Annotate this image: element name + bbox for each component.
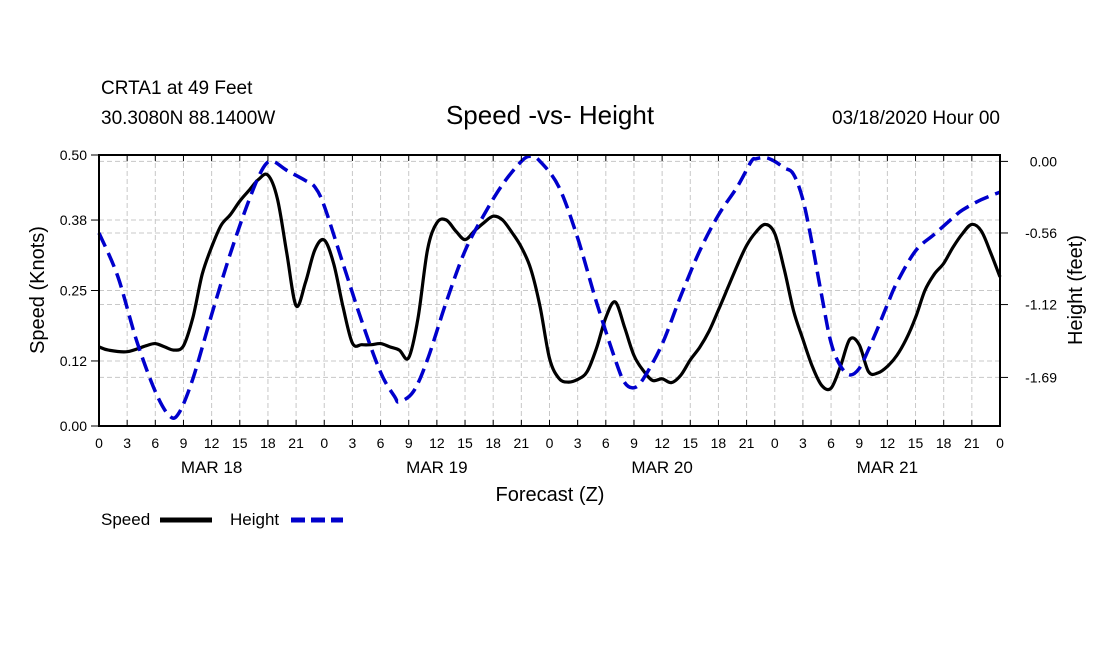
day-label: MAR 21 [857, 458, 918, 477]
x-tick-label: 0 [320, 435, 328, 451]
x-tick-label: 9 [180, 435, 188, 451]
x-tick-label: 21 [514, 435, 530, 451]
x-tick-label: 18 [711, 435, 727, 451]
location-label: 30.3080N 88.1400W [101, 108, 275, 129]
y-tick-label: 0.50 [60, 147, 87, 163]
x-tick-label: 9 [405, 435, 413, 451]
x-tick-label: 18 [260, 435, 276, 451]
legend: Speed Height [101, 510, 343, 529]
day-labels: MAR 18 MAR 19 MAR 20 MAR 21 [181, 458, 918, 477]
x-axis-title: Forecast (Z) [496, 484, 605, 506]
legend-speed-label: Speed [101, 510, 150, 529]
issued-label: 03/18/2020 Hour 00 [832, 108, 1000, 129]
day-label: MAR 19 [406, 458, 467, 477]
x-tick-label: 12 [429, 435, 445, 451]
x-tick-label: 12 [880, 435, 896, 451]
y-tick-label: 0.00 [60, 418, 87, 434]
x-tick-label: 0 [996, 435, 1004, 451]
y-tick-label: 0.12 [60, 353, 87, 369]
y-axis-left: 0.00 0.12 0.25 0.38 0.50 [60, 147, 99, 434]
x-tick-label: 3 [799, 435, 807, 451]
chart-title: Speed -vs- Height [446, 100, 655, 130]
x-tick-label: 3 [574, 435, 582, 451]
legend-height-label: Height [230, 510, 279, 529]
x-tick-label: 15 [682, 435, 698, 451]
x-tick-label: 12 [654, 435, 670, 451]
y2-tick-label: -1.12 [1025, 297, 1057, 313]
x-tick-label: 6 [602, 435, 610, 451]
x-tick-label: 9 [630, 435, 638, 451]
x-tick-label: 21 [288, 435, 304, 451]
x-tick-label: 18 [485, 435, 501, 451]
x-tick-label: 3 [349, 435, 357, 451]
x-tick-label: 18 [936, 435, 952, 451]
series-layer [97, 154, 1002, 420]
y-axis-title: Speed (Knots) [27, 226, 49, 354]
y-tick-label: 0.25 [60, 283, 87, 299]
x-tick-label: 6 [377, 435, 385, 451]
y2-tick-label: -0.56 [1025, 225, 1057, 241]
day-label: MAR 18 [181, 458, 242, 477]
speed-series-line [98, 172, 1002, 392]
height-series-line [97, 154, 1001, 420]
station-label: CRTA1 at 49 Feet [101, 78, 253, 99]
x-tick-label: 9 [855, 435, 863, 451]
grid [99, 155, 1000, 426]
day-label: MAR 20 [631, 458, 692, 477]
x-tick-label: 15 [232, 435, 248, 451]
x-tick-label: 15 [457, 435, 473, 451]
x-tick-label: 3 [123, 435, 131, 451]
x-tick-label: 6 [151, 435, 159, 451]
x-tick-label: 12 [204, 435, 220, 451]
y2-tick-label: 0.00 [1030, 153, 1057, 169]
x-tick-label: 6 [827, 435, 835, 451]
y2-tick-label: -1.69 [1025, 369, 1057, 385]
y-axis-right: 0.00 -0.56 -1.12 -1.69 [1000, 153, 1057, 385]
x-tick-label: 21 [964, 435, 980, 451]
x-tick-label: 15 [908, 435, 924, 451]
x-tick-label: 21 [739, 435, 755, 451]
x-tick-label: 0 [95, 435, 103, 451]
y2-axis-title: Height (feet) [1065, 235, 1087, 345]
x-tick-label: 0 [546, 435, 554, 451]
y-tick-label: 0.38 [60, 212, 87, 228]
x-tick-label: 0 [771, 435, 779, 451]
x-axis: 0 3 6 9 12 15 18 21 0 3 6 9 12 15 18 21 0 3 6 9 12 15 18 21 0 3 6 9… [95, 155, 1004, 451]
